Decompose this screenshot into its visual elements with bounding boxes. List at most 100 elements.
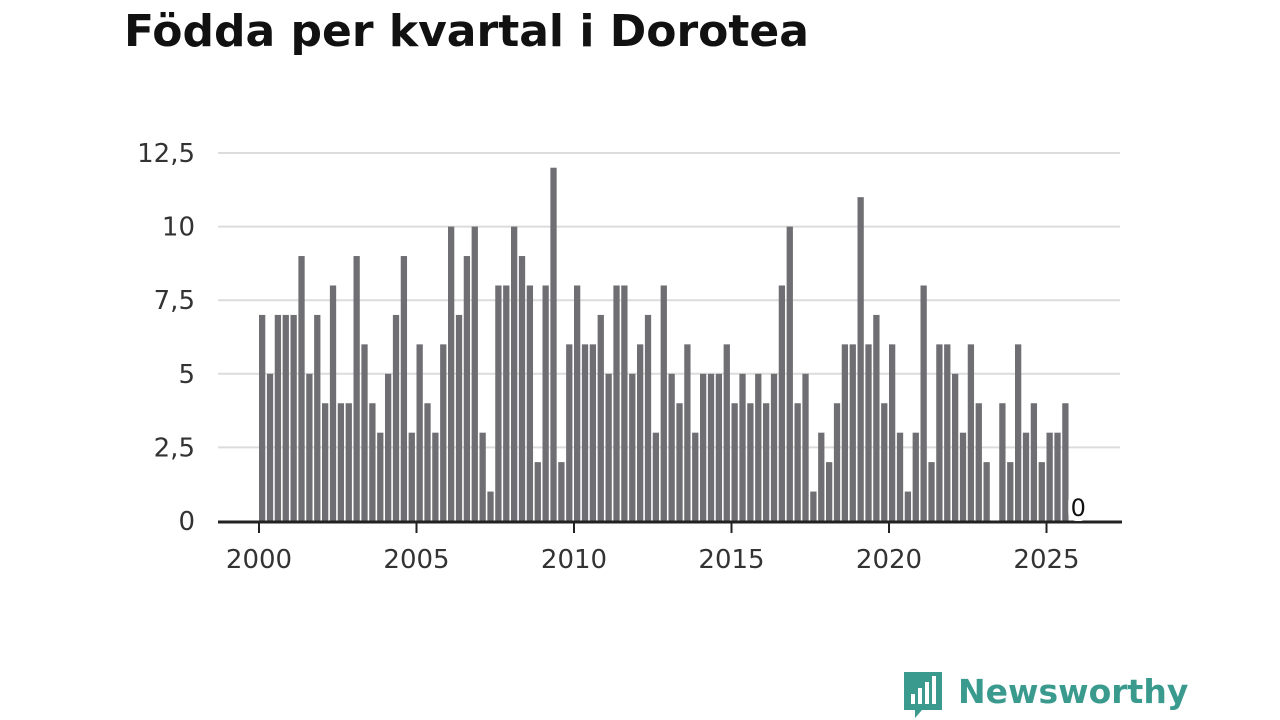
- bar: [282, 314, 289, 521]
- y-tick-label: 7,5: [154, 286, 195, 316]
- bar: [660, 285, 667, 521]
- bar: [353, 256, 360, 521]
- bar: [763, 403, 770, 521]
- y-tick-label: 10: [162, 213, 195, 243]
- value-labels: 0: [1068, 493, 1089, 522]
- bar: [755, 373, 762, 521]
- bar: [794, 403, 801, 521]
- bar: [503, 285, 510, 521]
- bar: [550, 167, 557, 521]
- x-tick-label: 2015: [698, 545, 764, 575]
- bar: [408, 432, 415, 521]
- x-tick-label: 2025: [1013, 545, 1079, 575]
- y-axis-ticks: 0 2,5 5 7,5 10 12,5: [137, 139, 195, 537]
- bar: [574, 285, 581, 521]
- bar-chart-logo-icon: [904, 672, 942, 718]
- bar: [526, 285, 534, 521]
- bar: [826, 462, 833, 521]
- bar: [589, 344, 597, 521]
- bar: [392, 314, 400, 521]
- y-tick-label: 0: [178, 507, 195, 537]
- bar: [385, 373, 392, 521]
- bar: [361, 344, 368, 521]
- bar: [841, 344, 849, 521]
- bar: [936, 344, 943, 521]
- bar: [400, 256, 408, 521]
- bar: [581, 344, 589, 521]
- bar: [448, 226, 455, 521]
- bar: [345, 403, 352, 521]
- bar: [818, 432, 825, 521]
- bar: [637, 344, 644, 521]
- bar: [337, 403, 345, 521]
- bar: [511, 226, 518, 521]
- bar: [952, 373, 959, 521]
- bar: [266, 373, 274, 521]
- bar: [944, 344, 951, 521]
- bar: [1007, 462, 1014, 521]
- bar: [424, 403, 431, 521]
- value-label-bg: [1068, 493, 1089, 521]
- x-tick-label: 2005: [383, 545, 449, 575]
- bar: [975, 403, 982, 521]
- bar: [471, 226, 478, 521]
- bar: [597, 314, 604, 521]
- bar: [542, 285, 549, 521]
- bar: [833, 403, 841, 521]
- bar: [518, 256, 526, 521]
- bar: [983, 462, 990, 521]
- bar: [487, 491, 494, 521]
- bar: [715, 373, 723, 521]
- y-tick-label: 12,5: [137, 139, 195, 169]
- bar: [463, 256, 471, 521]
- bar: [613, 285, 620, 521]
- bars: [259, 167, 1069, 521]
- y-tick-label: 5: [178, 360, 195, 390]
- bar: [621, 285, 628, 521]
- bar: [1022, 432, 1030, 521]
- bar: [967, 344, 975, 521]
- bar: [377, 432, 384, 521]
- bar: [298, 256, 305, 521]
- bar: [692, 432, 699, 521]
- bar: [999, 403, 1006, 521]
- bar: [1062, 403, 1069, 521]
- bar: [928, 462, 935, 521]
- bar: [1015, 344, 1022, 521]
- bar: [558, 462, 565, 521]
- x-tick-label: 2000: [226, 545, 292, 575]
- bar: [786, 226, 793, 521]
- bar: [802, 373, 809, 521]
- bar: [652, 432, 660, 521]
- newsworthy-logo[interactable]: Newsworthy: [902, 670, 1188, 718]
- bar: [629, 373, 636, 521]
- bar: [416, 344, 423, 521]
- bar: [959, 432, 967, 521]
- bar: [889, 344, 896, 521]
- bar: [920, 285, 927, 521]
- bar: [605, 373, 612, 521]
- bar: [865, 344, 872, 521]
- bar: [322, 403, 329, 521]
- bar: [849, 344, 856, 521]
- x-tick-label: 2020: [856, 545, 922, 575]
- bar: [778, 285, 786, 521]
- bar: [904, 491, 912, 521]
- bar: [479, 432, 486, 521]
- bar: [314, 314, 321, 521]
- bar: [857, 197, 864, 521]
- bar: [1054, 432, 1061, 521]
- bar: [896, 432, 904, 521]
- bar: [1038, 462, 1045, 521]
- bar: [290, 314, 297, 521]
- bar: [723, 344, 730, 521]
- bar: [306, 373, 313, 521]
- bar: [810, 491, 817, 521]
- bar: [912, 432, 919, 521]
- last-value-label: 0: [1071, 494, 1086, 522]
- bar: [432, 432, 439, 521]
- bar: [739, 373, 746, 521]
- bar: [369, 403, 376, 521]
- bar: [495, 285, 502, 521]
